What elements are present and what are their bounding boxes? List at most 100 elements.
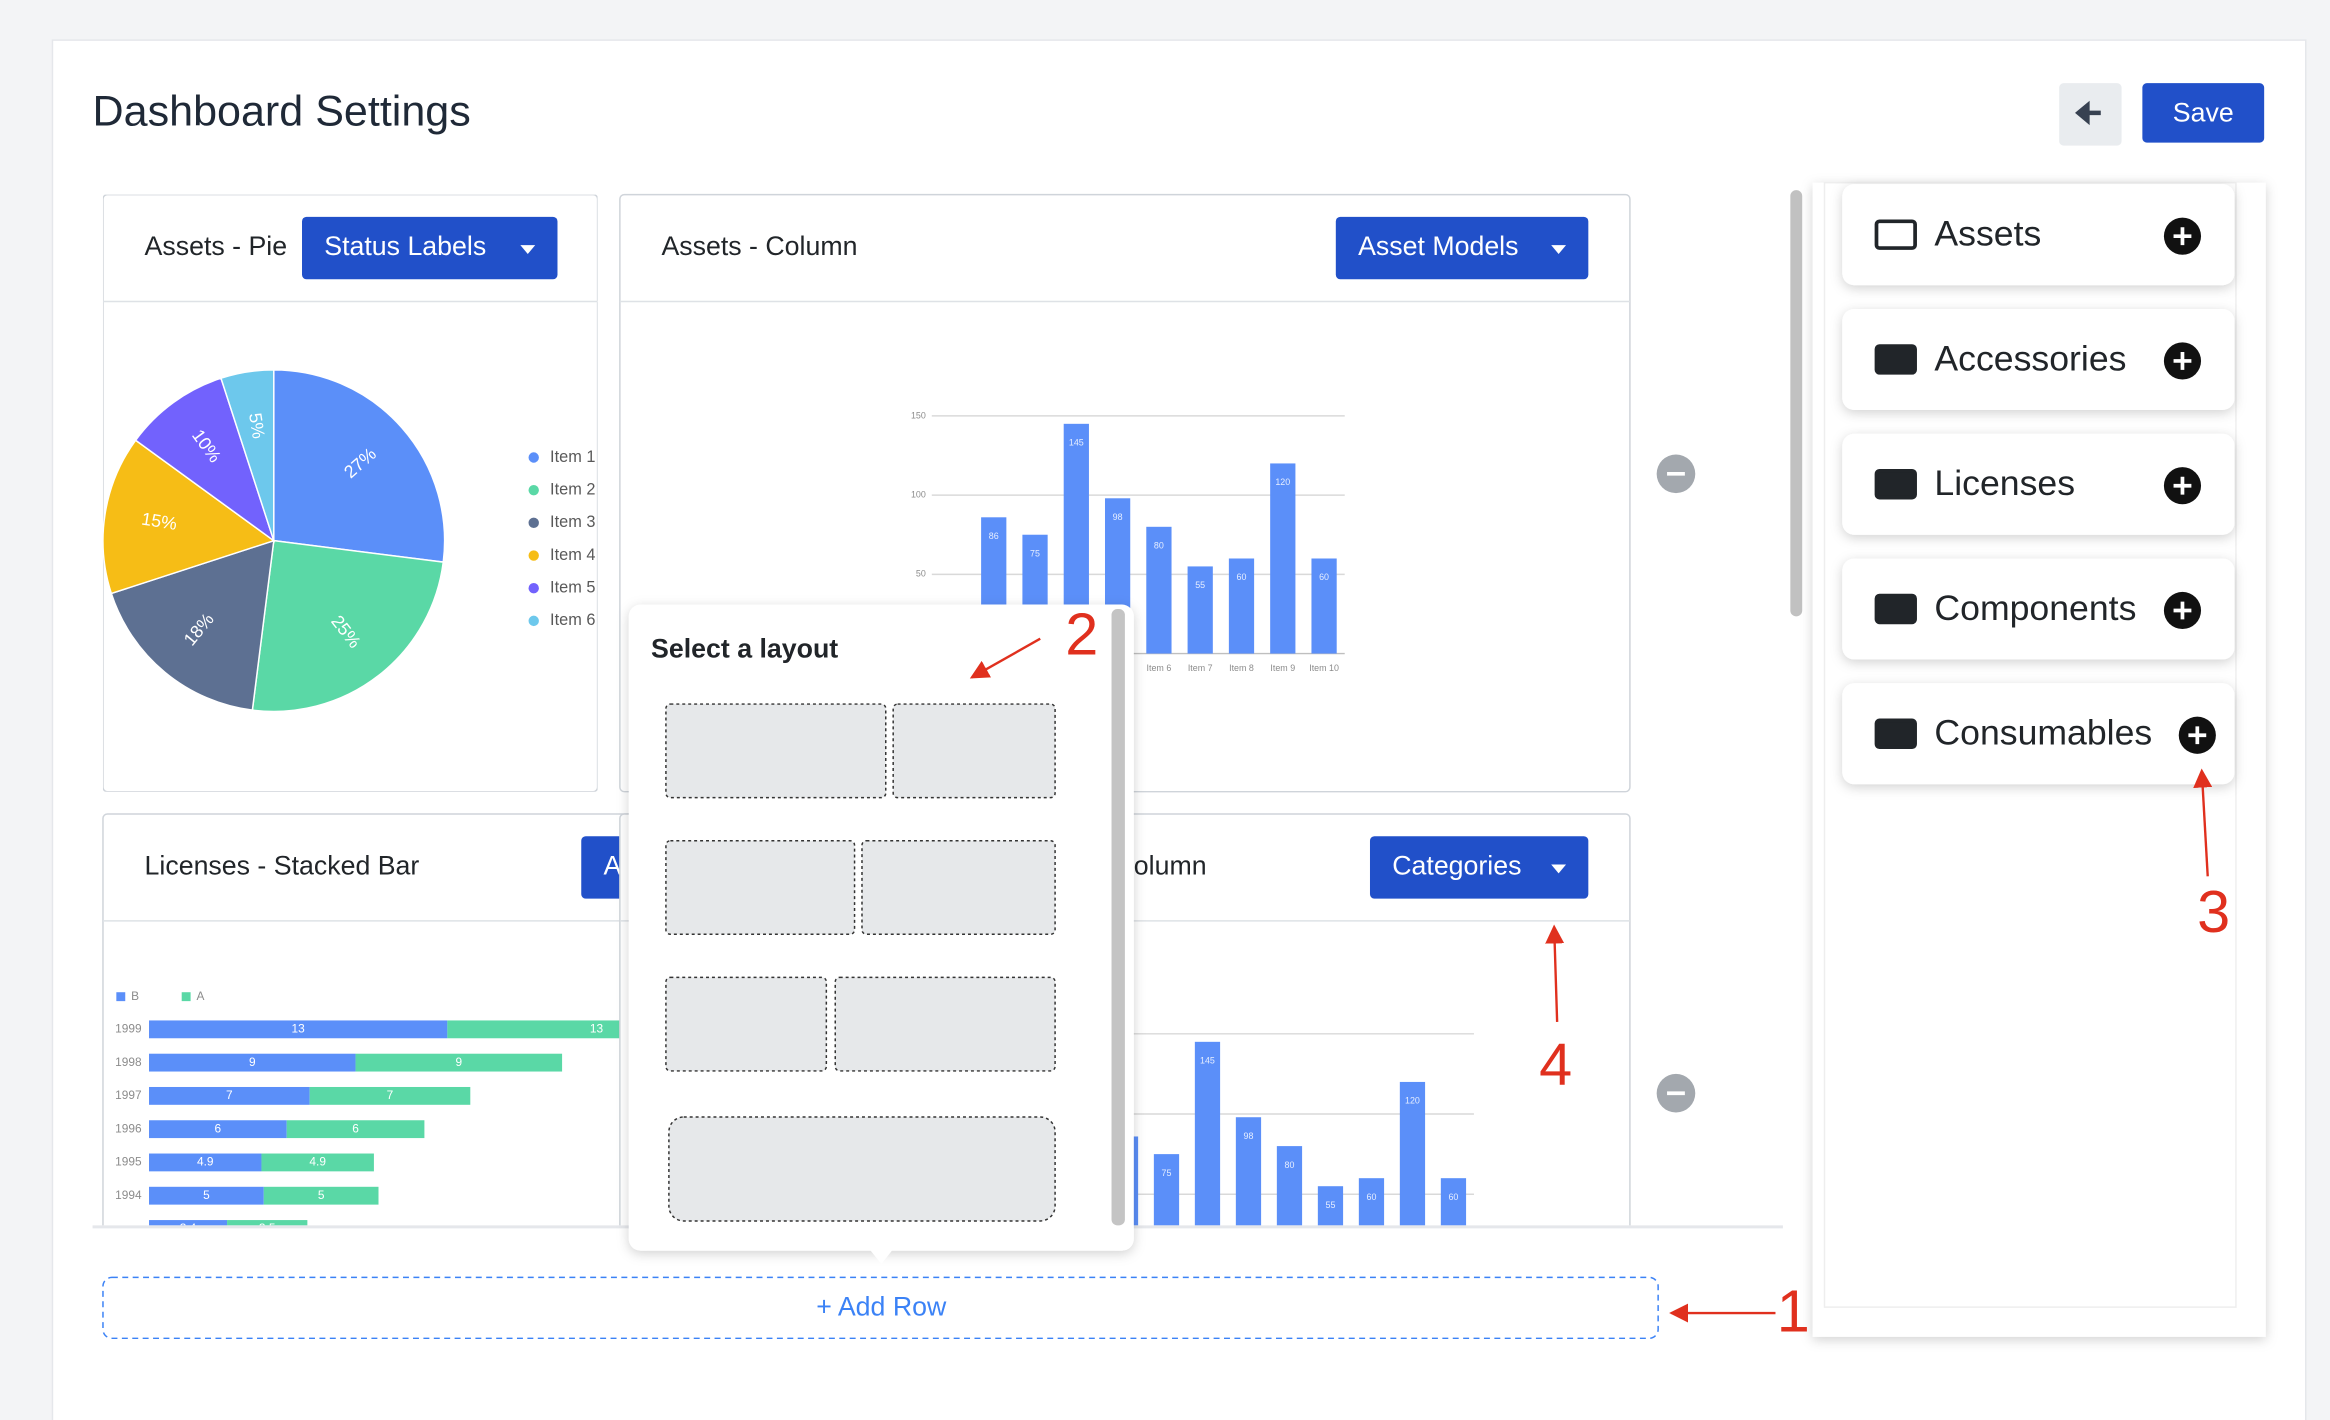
page-title: Dashboard Settings xyxy=(93,88,471,136)
plus-icon xyxy=(2188,726,2207,745)
widget-source-card xyxy=(1842,683,2235,785)
x-tick-label: Item 9 xyxy=(1270,663,1295,673)
legend-marker xyxy=(528,484,539,496)
bar-segment xyxy=(149,1220,228,1226)
plus-icon xyxy=(2173,601,2192,620)
bar-value-label: 98 xyxy=(1113,512,1123,522)
dropdown-button[interactable] xyxy=(1369,836,1589,899)
annotation-number: 1 xyxy=(1777,1278,1810,1345)
bar-value-label: 55 xyxy=(1326,1200,1336,1210)
bar-value-label: 145 xyxy=(1069,437,1084,447)
widget-source-card xyxy=(1842,433,2235,535)
annotation-number: 4 xyxy=(1539,1031,1572,1098)
annotation-arrow xyxy=(1545,924,1565,1022)
legend-label: Item 4 xyxy=(550,546,595,564)
bar-segment xyxy=(149,1186,264,1205)
y-tick-label: 1997 xyxy=(115,1088,141,1102)
pie-slice xyxy=(134,377,276,543)
dropdown-caret xyxy=(1551,245,1567,254)
widget-source-label: Assets xyxy=(1934,214,2041,254)
plus-icon xyxy=(2173,476,2192,495)
pie-label: 5% xyxy=(245,411,269,440)
save-button[interactable] xyxy=(2142,83,2265,143)
x-tick-label: Item 7 xyxy=(1188,663,1213,673)
bar-segment xyxy=(149,1053,356,1072)
legend-marker xyxy=(528,615,539,627)
pie-slice xyxy=(102,439,276,595)
bar xyxy=(1440,1178,1467,1226)
dropdown-button[interactable] xyxy=(1335,216,1589,280)
bar-value-label: 98 xyxy=(1244,1131,1254,1141)
save-label: Save xyxy=(2173,97,2234,127)
add-row-label: + Add Row xyxy=(816,1292,947,1322)
widget-icon xyxy=(1874,469,1917,500)
widget-source-label: Consumables xyxy=(1934,713,2152,753)
widget-source-label: Components xyxy=(1934,588,2136,628)
bar xyxy=(1399,1081,1426,1226)
widget-title: Assets - Pie xyxy=(145,231,288,261)
y-tick-label: 1999 xyxy=(115,1021,142,1035)
dropdown-label: Asset Models xyxy=(1358,231,1518,261)
bar-segment xyxy=(149,1153,262,1172)
widget-title: Licenses - Stacked Bar xyxy=(145,851,420,881)
layout-option-cell[interactable] xyxy=(665,976,828,1072)
bar-segment xyxy=(263,1186,379,1205)
pie-slice xyxy=(220,369,275,541)
bar-segment xyxy=(149,1120,287,1139)
y-tick-label: 1995 xyxy=(115,1155,142,1169)
layout-option-cell[interactable] xyxy=(668,1116,1056,1222)
bar-value-label: 75 xyxy=(1030,548,1040,558)
scrollbar-thumb xyxy=(1790,190,1803,617)
plus-icon xyxy=(2173,352,2192,370)
bar-value-label: 9 xyxy=(249,1055,256,1069)
bar-value-label: 86 xyxy=(989,531,999,541)
dropdown-caret xyxy=(1551,864,1567,874)
back-icon xyxy=(2075,100,2101,126)
bar-value-label: 5 xyxy=(318,1188,325,1202)
annotation-number: 2 xyxy=(1065,600,1098,667)
dropdown-button[interactable] xyxy=(302,216,558,280)
bar-value-label: 5 xyxy=(203,1188,210,1202)
dropdown-label: Status Labels xyxy=(324,231,486,261)
bar-value-label: 80 xyxy=(1154,540,1164,550)
widget-icon xyxy=(1874,593,1917,625)
y-tick-label: 100 xyxy=(911,489,926,499)
bar-value-label: 55 xyxy=(1195,580,1205,590)
x-tick-label: Item 6 xyxy=(1147,663,1172,673)
bar-segment xyxy=(149,1086,310,1105)
pie-slice xyxy=(110,539,275,711)
bar-value-label: 75 xyxy=(1162,1168,1172,1178)
annotation-number: 3 xyxy=(2197,878,2230,945)
plus-icon xyxy=(2173,227,2192,246)
bar-segment xyxy=(261,1153,374,1172)
legend-label: B xyxy=(131,989,139,1003)
layout-option-cell[interactable] xyxy=(665,703,887,799)
bar-segment xyxy=(309,1086,471,1105)
bar-segment xyxy=(286,1120,425,1139)
pie-slice xyxy=(273,369,446,563)
layout-option-cell[interactable] xyxy=(892,703,1056,799)
layout-option-cell[interactable] xyxy=(665,839,856,936)
legend-marker xyxy=(116,992,126,1002)
dropdown-caret xyxy=(520,245,536,254)
bar xyxy=(1311,558,1337,654)
bar-value-label: 4.9 xyxy=(309,1155,326,1169)
add-row-button[interactable] xyxy=(102,1276,1659,1340)
bar-segment xyxy=(355,1053,563,1072)
layout-option-cell[interactable] xyxy=(834,976,1056,1072)
bar-value-label: 145 xyxy=(1200,1055,1215,1065)
bar-value-label: 6 xyxy=(215,1121,222,1135)
bar xyxy=(1235,1117,1262,1226)
widget-source-label: Accessories xyxy=(1934,338,2126,378)
bar-value-label: 80 xyxy=(1285,1160,1295,1170)
widget-source-card xyxy=(1842,558,2235,660)
bar-value-label: 120 xyxy=(1275,477,1290,487)
bar-value-label: 60 xyxy=(1237,572,1247,582)
popup-scrollbar xyxy=(1111,608,1125,1226)
layout-option-cell[interactable] xyxy=(861,839,1056,936)
widget-source-card xyxy=(1842,308,2235,410)
dropdown-label: Categories xyxy=(1392,851,1521,881)
y-tick-label: 150 xyxy=(911,410,926,420)
